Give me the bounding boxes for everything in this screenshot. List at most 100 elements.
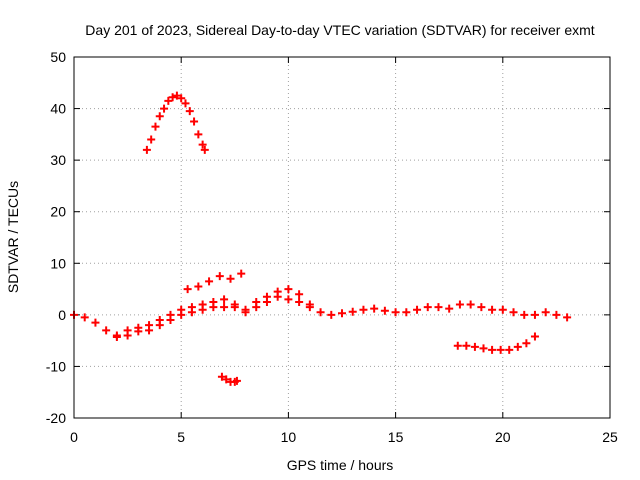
data-point bbox=[434, 303, 443, 312]
data-point bbox=[273, 287, 282, 296]
data-point bbox=[445, 304, 454, 313]
data-point bbox=[455, 300, 464, 309]
data-point bbox=[217, 372, 226, 381]
data-point bbox=[190, 117, 199, 126]
data-point bbox=[183, 285, 192, 294]
data-point bbox=[522, 339, 531, 348]
data-point bbox=[513, 342, 522, 351]
data-point bbox=[316, 308, 325, 317]
x-tick-label: 0 bbox=[70, 429, 78, 445]
y-tick-label: 10 bbox=[50, 255, 66, 271]
data-point bbox=[177, 94, 186, 103]
data-point bbox=[295, 297, 304, 306]
y-tick-label: 50 bbox=[50, 49, 66, 65]
data-point bbox=[209, 297, 218, 306]
data-point bbox=[142, 145, 151, 154]
plot-frame bbox=[73, 56, 611, 419]
y-tick-label: 20 bbox=[50, 204, 66, 220]
data-point bbox=[215, 272, 224, 281]
data-point bbox=[194, 130, 203, 139]
y-tick-label: -10 bbox=[46, 358, 66, 374]
data-point bbox=[477, 303, 486, 312]
data-point bbox=[164, 96, 173, 105]
data-point bbox=[520, 310, 529, 319]
data-point bbox=[498, 305, 507, 314]
data-point bbox=[380, 306, 389, 315]
data-point bbox=[530, 332, 539, 341]
data-point bbox=[402, 308, 411, 317]
data-point bbox=[541, 308, 550, 317]
data-point bbox=[295, 290, 304, 299]
data-point bbox=[134, 323, 143, 332]
data-point bbox=[181, 99, 190, 108]
data-point bbox=[462, 341, 471, 350]
data-point bbox=[509, 308, 518, 317]
data-point bbox=[177, 305, 186, 314]
data-point bbox=[466, 300, 475, 309]
data-point bbox=[305, 300, 314, 309]
data-point bbox=[338, 309, 346, 318]
data-point bbox=[160, 104, 169, 113]
y-tick-label: 0 bbox=[58, 307, 66, 323]
data-point bbox=[194, 282, 203, 291]
data-point bbox=[479, 344, 488, 353]
data-point bbox=[252, 297, 261, 306]
x-tick-label: 10 bbox=[281, 429, 297, 445]
data-point bbox=[205, 277, 214, 286]
data-point bbox=[552, 310, 561, 319]
data-point bbox=[563, 313, 572, 322]
data-point bbox=[220, 303, 229, 312]
data-point bbox=[102, 326, 111, 335]
data-point bbox=[151, 122, 160, 131]
data-point bbox=[348, 307, 357, 316]
data-point bbox=[123, 326, 132, 335]
chart-title: Day 201 of 2023, Sidereal Day-to-day VTE… bbox=[85, 22, 594, 38]
data-point bbox=[413, 305, 422, 314]
y-axis-ticks: -20 -10 0 10 20 30 40 50 bbox=[46, 49, 610, 426]
data-point bbox=[147, 135, 156, 144]
data-point bbox=[423, 303, 432, 312]
y-tick-label: 40 bbox=[50, 101, 66, 117]
data-point bbox=[168, 93, 177, 102]
data-point bbox=[488, 345, 497, 354]
data-point bbox=[232, 376, 241, 385]
data-point bbox=[241, 305, 250, 314]
series-arc bbox=[142, 91, 209, 154]
data-point bbox=[198, 140, 207, 149]
series-low-right bbox=[453, 332, 539, 354]
y-axis-label: SDTVAR / TECUs bbox=[5, 181, 21, 293]
data-point bbox=[391, 308, 400, 317]
x-tick-label: 15 bbox=[388, 429, 404, 445]
data-points bbox=[70, 91, 572, 386]
data-point bbox=[226, 274, 235, 283]
data-point bbox=[488, 305, 497, 314]
data-point bbox=[453, 341, 462, 350]
data-point bbox=[166, 310, 175, 319]
series-low-dip bbox=[217, 372, 241, 386]
data-point bbox=[172, 91, 181, 100]
data-point bbox=[198, 300, 207, 309]
data-point bbox=[370, 304, 379, 313]
x-tick-label: 25 bbox=[602, 429, 618, 445]
data-point bbox=[145, 321, 154, 330]
y-tick-label: -20 bbox=[46, 410, 66, 426]
data-point bbox=[112, 331, 121, 340]
series-bump bbox=[183, 269, 246, 294]
data-point bbox=[155, 112, 164, 121]
data-point bbox=[185, 107, 194, 116]
data-point bbox=[505, 345, 514, 354]
data-point bbox=[155, 316, 164, 325]
series-upper-band bbox=[112, 285, 314, 340]
data-point bbox=[230, 303, 239, 312]
y-tick-label: 30 bbox=[50, 152, 66, 168]
data-point bbox=[470, 342, 479, 351]
data-point bbox=[237, 269, 246, 278]
x-tick-label: 20 bbox=[495, 429, 511, 445]
data-point bbox=[187, 303, 196, 312]
data-point bbox=[262, 292, 271, 301]
data-point bbox=[80, 313, 89, 322]
data-point bbox=[530, 310, 539, 319]
x-tick-label: 5 bbox=[177, 429, 185, 445]
